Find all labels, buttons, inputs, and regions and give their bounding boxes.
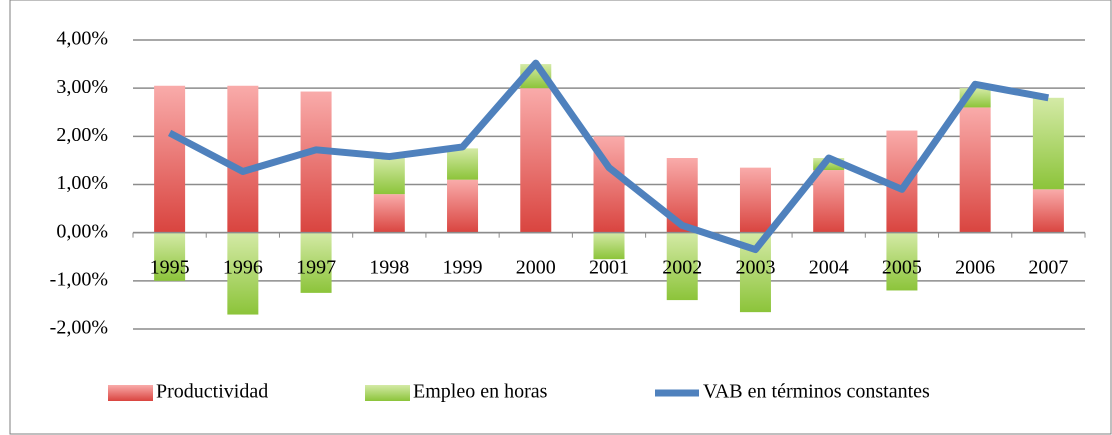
bar bbox=[227, 232, 259, 315]
x-tick-label: 1996 bbox=[223, 257, 263, 279]
bar bbox=[447, 148, 479, 180]
x-tick-label: 2003 bbox=[735, 257, 775, 279]
x-tick-label: 2002 bbox=[662, 257, 702, 279]
legend-label: VAB en términos constantes bbox=[703, 381, 930, 403]
x-tick-label: 1995 bbox=[150, 257, 190, 279]
bar bbox=[739, 167, 771, 233]
y-tick-label: 1,00% bbox=[56, 172, 108, 194]
x-tick-label: 2005 bbox=[882, 257, 922, 279]
bar bbox=[666, 232, 698, 301]
bar bbox=[593, 232, 625, 260]
x-tick-label: 2000 bbox=[516, 257, 556, 279]
bar bbox=[300, 91, 332, 233]
y-tick-label: 4,00% bbox=[56, 28, 108, 50]
bar bbox=[154, 232, 186, 281]
bar bbox=[813, 170, 845, 233]
y-tick-label: 2,00% bbox=[56, 124, 108, 146]
x-tick-label: 1997 bbox=[296, 257, 336, 279]
legend-swatch bbox=[365, 385, 410, 401]
x-tick-label: 2001 bbox=[589, 257, 629, 279]
y-tick-label: -1,00% bbox=[50, 268, 108, 290]
bar bbox=[520, 88, 552, 233]
bar bbox=[959, 107, 991, 233]
bar bbox=[1032, 189, 1064, 233]
y-tick-label: -2,00% bbox=[50, 317, 108, 339]
bar bbox=[154, 85, 186, 233]
line bbox=[167, 59, 1050, 254]
x-tick-label: 1999 bbox=[443, 257, 483, 279]
bar bbox=[1032, 97, 1064, 190]
legend-label: Empleo en horas bbox=[413, 381, 548, 403]
chart-border bbox=[9, 0, 1112, 435]
y-tick-label: 3,00% bbox=[56, 76, 108, 98]
bar bbox=[886, 232, 918, 291]
x-tick-label: 2007 bbox=[1028, 257, 1068, 279]
bar bbox=[373, 194, 405, 233]
x-tick-label: 2006 bbox=[955, 257, 995, 279]
x-tick-label: 2004 bbox=[809, 257, 849, 279]
y-tick-label: 0,00% bbox=[56, 220, 108, 242]
bar bbox=[447, 179, 479, 233]
legend-label: Productividad bbox=[156, 381, 268, 403]
x-tick-label: 1998 bbox=[369, 257, 409, 279]
legend-swatch bbox=[108, 385, 153, 401]
bar bbox=[300, 232, 332, 293]
bar bbox=[373, 158, 405, 195]
bar bbox=[227, 85, 259, 233]
